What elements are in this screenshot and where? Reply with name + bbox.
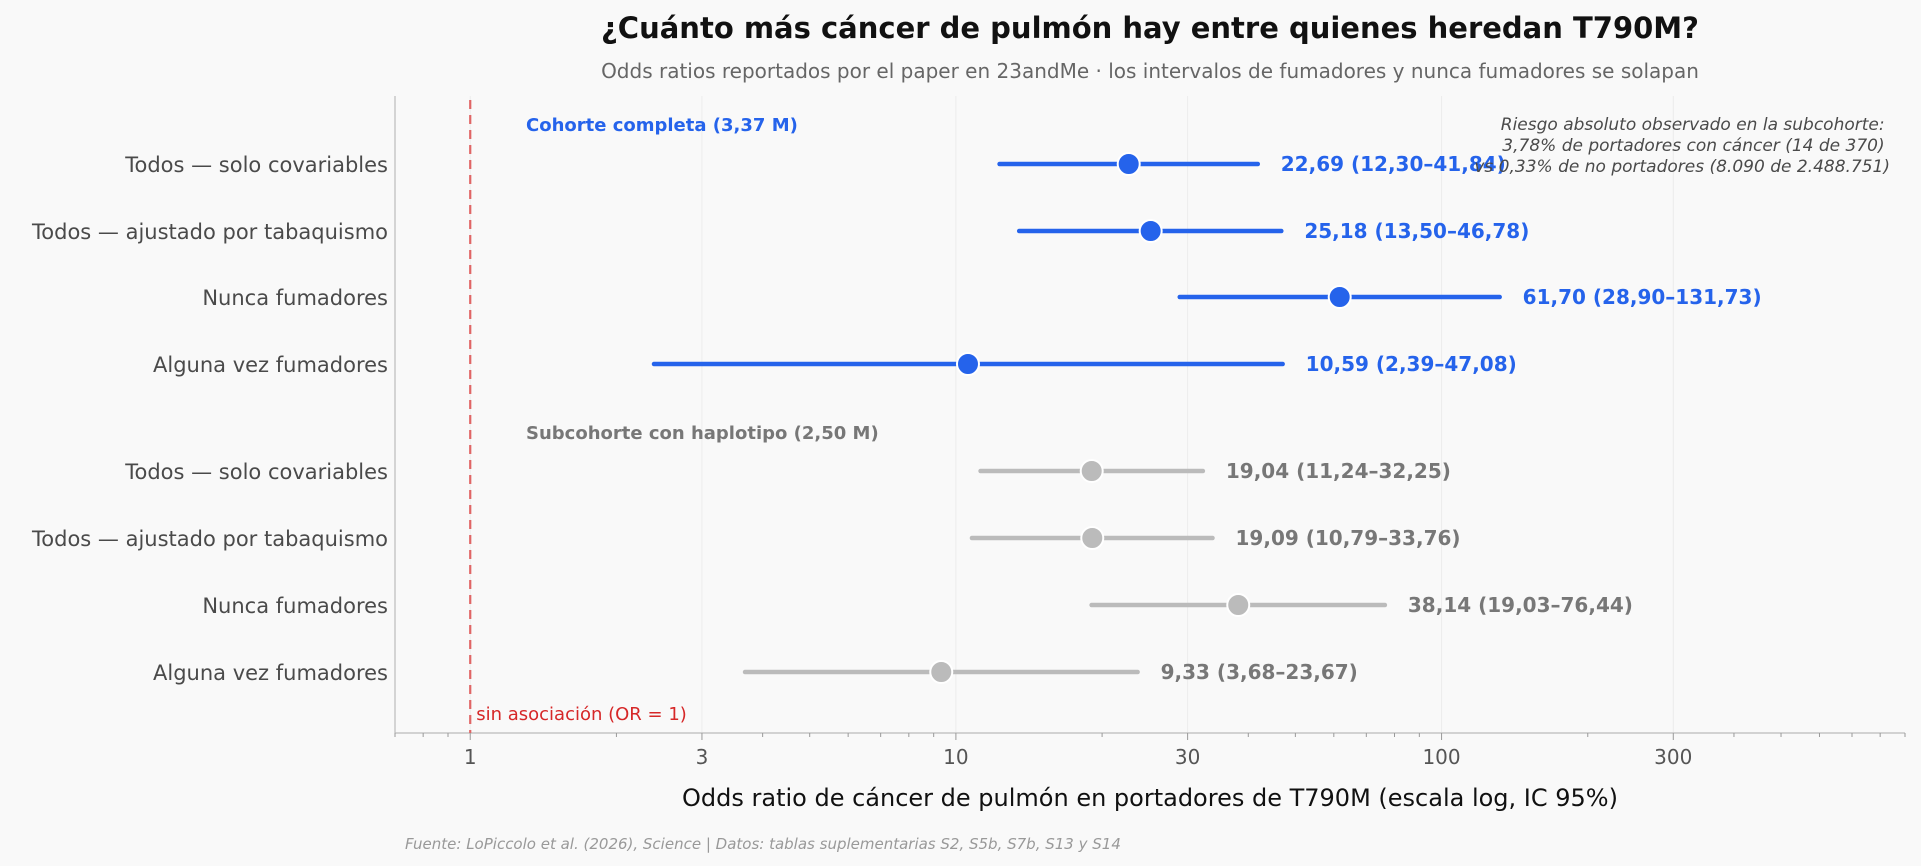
- or-point: [955, 352, 980, 376]
- value-label: 10,59 (2,39–47,08): [1306, 352, 1517, 376]
- value-label: 19,04 (11,24–32,25): [1226, 459, 1451, 483]
- row-labels: Todos — solo covariables Todos — ajustado…: [31, 153, 388, 685]
- reference-line-label: sin asociación (OR = 1): [476, 704, 687, 725]
- row-label: Nunca fumadores: [202, 594, 388, 618]
- data-marks: Cohorte completa (3,37 M) 22,69 (12,30–41…: [526, 115, 1762, 684]
- value-label: 61,70 (28,90–131,73): [1523, 285, 1762, 309]
- or-point: [1327, 285, 1352, 309]
- row-label: Todos — ajustado por tabaquismo: [31, 527, 388, 551]
- x-tick-label: 3: [696, 745, 709, 769]
- or-point: [1116, 152, 1141, 176]
- x-tick-label: 10: [943, 745, 968, 769]
- source-note: Fuente: LoPiccolo et al. (2026), Science…: [405, 835, 1121, 853]
- annotation-line: vs 0,33% de no portadores (8.090 de 2.48…: [1474, 157, 1890, 177]
- group-header: Subcohorte con haplotipo (2,50 M): [526, 423, 879, 444]
- or-point: [1080, 526, 1105, 550]
- value-label: 25,18 (13,50–46,78): [1304, 219, 1529, 243]
- x-tick-label: 1: [464, 745, 477, 769]
- row-label: Todos — solo covariables: [124, 460, 388, 484]
- chart-subtitle: Odds ratios reportados por el paper en 2…: [601, 59, 1699, 83]
- x-tick-label: 300: [1654, 745, 1692, 769]
- row-label: Todos — ajustado por tabaquismo: [31, 220, 388, 244]
- or-point: [1226, 593, 1251, 617]
- row-label: Nunca fumadores: [202, 286, 388, 310]
- x-tick-label: 100: [1422, 745, 1460, 769]
- group-header: Cohorte completa (3,37 M): [526, 115, 798, 136]
- reference-line-group: sin asociación (OR = 1): [469, 100, 687, 733]
- row-label: Alguna vez fumadores: [153, 661, 388, 685]
- value-label: 38,14 (19,03–76,44): [1408, 593, 1633, 617]
- chart-title: ¿Cuánto más cáncer de pulmón hay entre q…: [601, 11, 1699, 45]
- row-label: Alguna vez fumadores: [153, 353, 388, 377]
- absolute-risk-annotation: Riesgo absoluto observado en la subcohor…: [1474, 115, 1890, 177]
- row-label: Todos — solo covariables: [124, 153, 388, 177]
- or-point: [929, 660, 954, 684]
- or-point: [1079, 459, 1104, 483]
- annotation-line: 3,78% de portadores con cáncer (14 de 37…: [1502, 136, 1884, 156]
- value-label: 22,69 (12,30–41,84): [1281, 152, 1506, 176]
- value-label: 9,33 (3,68–23,67): [1161, 660, 1358, 684]
- x-tick-label: 30: [1175, 745, 1200, 769]
- or-point: [1138, 219, 1163, 243]
- axes: 1 3 10 30 100 300: [394, 96, 1906, 769]
- annotation-line: Riesgo absoluto observado en la subcohor…: [1501, 115, 1885, 135]
- x-axis-label: Odds ratio de cáncer de pulmón en portad…: [682, 784, 1618, 812]
- value-label: 19,09 (10,79–33,76): [1236, 526, 1461, 550]
